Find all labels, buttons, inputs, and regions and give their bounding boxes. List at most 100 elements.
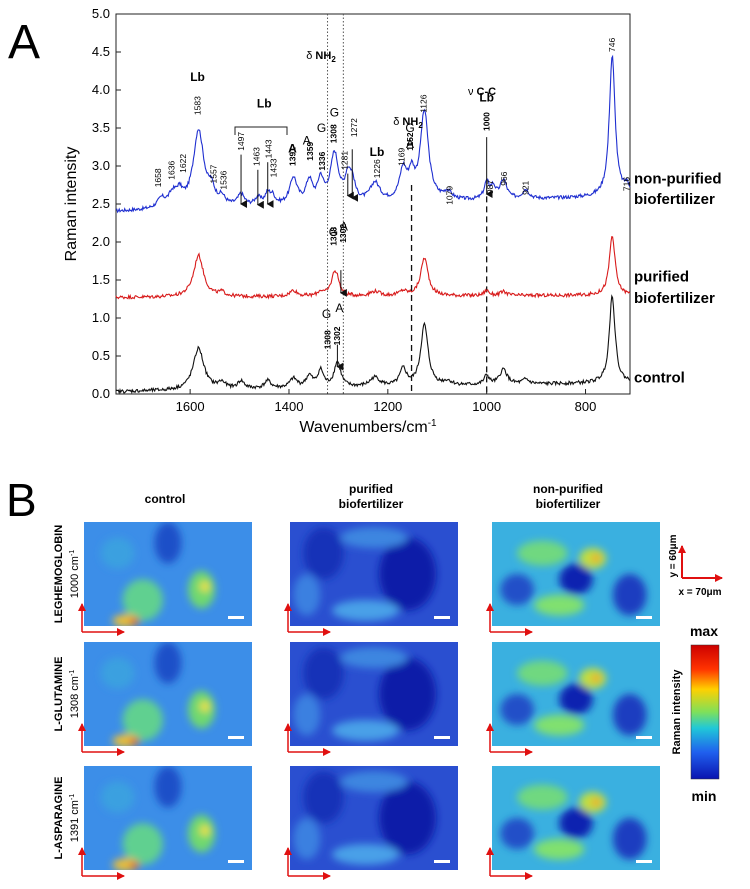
assignment-label: Lb	[479, 90, 494, 104]
map-blob	[517, 540, 568, 566]
peak-label: 1281	[339, 151, 349, 170]
peak-label: 1126	[418, 94, 428, 113]
delta-nh2-mid-label: δ NH2	[393, 116, 423, 130]
colorbar-min-label: min	[692, 788, 717, 804]
map-scale-bar	[228, 860, 244, 863]
peak-label: 1391	[287, 147, 297, 166]
assignment-label: A	[288, 141, 297, 155]
colorbar-max-label: max	[690, 623, 718, 639]
raman-map	[284, 766, 458, 880]
y-tick-label: 2.5	[92, 196, 110, 211]
map-blob	[559, 807, 593, 839]
peak-label: 1636	[166, 161, 176, 180]
peak-label: 716	[621, 177, 631, 191]
peak-label: 1658	[153, 168, 163, 187]
y-tick-label: 1.5	[92, 272, 110, 287]
series-label: purified	[634, 269, 689, 286]
map-scale-bar	[228, 616, 244, 619]
raman-map	[486, 522, 660, 636]
peak-label: 1152	[405, 132, 415, 151]
map-blob	[100, 537, 135, 569]
panel-b-letter: B	[6, 474, 37, 526]
map-scale-bar	[636, 736, 652, 739]
map-blob	[332, 720, 400, 741]
peak-label: 1622	[178, 154, 188, 173]
peak-label: 1497	[236, 132, 246, 151]
y-axis-label: Raman intensity	[63, 147, 80, 262]
assignment-label: G	[329, 225, 338, 239]
peak-label: 1443	[264, 139, 274, 158]
row-label-name: L-ASPARAGINE	[53, 777, 65, 860]
assignment-label: A	[340, 220, 348, 234]
map-blob	[591, 674, 602, 683]
peak-label: 1308	[329, 227, 339, 246]
raman-map	[486, 766, 660, 880]
colorbar-title: Raman intensity	[671, 669, 683, 755]
assignment-label: A	[303, 134, 311, 148]
row-label-name: L-GLUTAMINE	[53, 657, 65, 732]
map-blob	[303, 527, 344, 580]
dotted-guide-lines	[327, 14, 344, 394]
x-tick-label: 800	[575, 399, 597, 414]
assignment-label: G	[405, 121, 414, 135]
peak-labels: 1658 1636 1622 1583 1557 1536 1497 1463 14431433…	[153, 38, 631, 350]
series-line	[115, 236, 631, 300]
y-tick-label: 4.0	[92, 82, 110, 97]
map-blob	[340, 527, 408, 548]
peak-label: 1433	[269, 158, 279, 177]
row-label-name: LEGHEMOGLOBIN	[53, 525, 65, 623]
assignment-label: A	[406, 137, 414, 151]
assignment-label: Lb	[257, 96, 272, 110]
y-tick-label: 0.0	[92, 386, 110, 401]
assignment-label: Lb	[190, 70, 205, 84]
raman-spectra-plot: 0.0 0.5 1.0 1.5 2.0 2.5 3.0 3.5 4.0 4.5 5.0 1600 14…	[63, 6, 721, 436]
map-scale-bar	[434, 616, 450, 619]
assignment-label: A	[335, 301, 343, 315]
peak-label: 1302	[338, 224, 348, 243]
series-label: biofertilizer	[634, 191, 715, 208]
raman-map	[284, 522, 458, 636]
map-blob	[591, 798, 602, 807]
peak-label: 1557	[208, 164, 218, 183]
map-scale-bar	[434, 860, 450, 863]
peak-label: 1359	[305, 142, 315, 161]
map-blob	[293, 574, 321, 616]
map-blob	[500, 818, 534, 850]
panel-a-letter: A	[8, 16, 40, 69]
peak-label: 1169	[397, 147, 407, 166]
map-scale-bar	[434, 736, 450, 739]
lb-bracket	[234, 126, 288, 135]
peak-label: 1336	[317, 151, 327, 170]
map-blob	[154, 642, 182, 684]
map-blob	[199, 581, 211, 592]
map-blob	[199, 701, 211, 712]
peak-label: 1226	[372, 159, 382, 178]
y-tick-label: 0.5	[92, 348, 110, 363]
row-labels: LEGHEMOGLOBIN 1000 cm-1 L-GLUTAMINE 1308 cm…	[53, 525, 81, 860]
map-blob	[154, 522, 182, 564]
map-blob	[129, 737, 140, 744]
series-label: biofertilizer	[634, 290, 715, 307]
scale-indicator: y = 60μm x = 70μm	[668, 534, 723, 598]
x-tick-label: 1400	[275, 399, 304, 414]
map-blob	[100, 781, 135, 813]
peak-label: 1272	[349, 118, 359, 137]
map-blob	[559, 683, 593, 715]
y-tick-label: 5.0	[92, 6, 110, 21]
map-scale-bar	[636, 616, 652, 619]
y-tick-label: 3.0	[92, 158, 110, 173]
map-blob	[559, 563, 593, 595]
peak-label: 1308	[322, 330, 332, 349]
raman-map	[78, 522, 252, 636]
map-blob	[534, 838, 585, 860]
map-blob	[293, 694, 321, 736]
y-tick-label: 3.5	[92, 120, 110, 135]
map-blob	[534, 594, 585, 616]
map-blob	[332, 844, 400, 865]
nu-cc-label: ν C-C	[468, 86, 496, 98]
y-tick-label: 1.0	[92, 310, 110, 325]
row-label-wavenumber: 1000 cm-1	[69, 550, 81, 599]
